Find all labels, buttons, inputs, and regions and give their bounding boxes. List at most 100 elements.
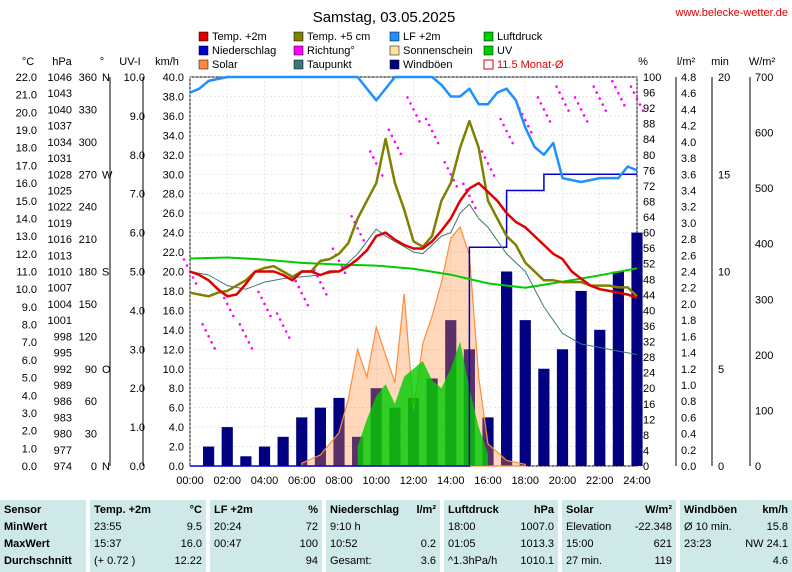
humidity-tick-label: 40 xyxy=(643,305,655,317)
series-line xyxy=(189,119,638,298)
wind-tick-label: 6.0 xyxy=(169,403,184,415)
direction-dot xyxy=(244,335,248,338)
solar-tick-label: 600 xyxy=(755,128,773,140)
direction-dot xyxy=(443,160,447,164)
temp-tick-label: 3.0 xyxy=(22,408,37,420)
pressure-tick-label: 1046 xyxy=(48,72,72,84)
stats-value: NW 24.1 xyxy=(745,538,788,550)
direction-dot xyxy=(222,296,226,300)
minutes-tick-label: 20 xyxy=(718,72,730,84)
direction-dot xyxy=(241,329,245,332)
direction-tick-label: 150 xyxy=(79,299,97,311)
rain-tick-label: 4.4 xyxy=(681,104,696,116)
direction-dot xyxy=(275,312,279,315)
windboeen-bar xyxy=(277,436,289,466)
stats-row: MaxWert xyxy=(4,536,82,553)
humidity-tick-label: 84 xyxy=(643,134,655,146)
direction-dot xyxy=(294,279,298,283)
temp-tick-label: 10.0 xyxy=(16,284,37,296)
rain-tick-label: 0.4 xyxy=(681,429,696,441)
direction-dot xyxy=(284,330,288,333)
axis-unit-label: hPa xyxy=(52,56,72,68)
legend-label: Temp. +5 cm xyxy=(307,31,370,43)
direction-dot xyxy=(604,109,608,112)
temp-tick-label: 2.0 xyxy=(22,426,37,438)
windboeen-bar xyxy=(203,446,215,466)
stats-value: 119 xyxy=(654,555,672,567)
stats-cell: Windböen xyxy=(684,504,738,516)
stats-value: 1010.1 xyxy=(520,555,554,567)
x-tick-label: 08:00 xyxy=(325,475,353,484)
wind-tick-label: 0.0 xyxy=(169,461,184,473)
pressure-tick-label: 1022 xyxy=(48,202,72,214)
direction-dot xyxy=(399,152,403,156)
solar-tick-label: 700 xyxy=(755,72,773,84)
direction-dot xyxy=(331,247,335,250)
legend-swatch xyxy=(198,59,209,70)
legend-swatch xyxy=(483,31,494,42)
direction-dot xyxy=(415,114,418,117)
stats-value: 1007.0 xyxy=(520,521,554,533)
direction-dot xyxy=(508,135,511,139)
direction-dot xyxy=(436,141,440,145)
direction-dot xyxy=(231,314,235,318)
pressure-tick-label: 980 xyxy=(54,429,72,441)
direction-dot xyxy=(409,102,412,105)
stats-value: °C xyxy=(189,504,202,516)
rain-tick-label: 1.4 xyxy=(681,348,696,360)
humidity-tick-label: 28 xyxy=(643,352,655,364)
stats-column: Temp. +2m °C 23:55 9.5 15:37 16.0 (+ 0.72 ) 12.… xyxy=(90,500,206,572)
humidity-tick-label: 32 xyxy=(643,337,655,349)
rain-tick-label: 4.8 xyxy=(681,72,696,84)
direction-dot xyxy=(483,156,487,159)
direction-dot xyxy=(319,281,322,284)
rain-tick-label: 3.6 xyxy=(681,169,696,181)
direction-dot xyxy=(207,335,210,338)
weather-chart: Samstag, 03.05.2025 www.belecke-wetter.d… xyxy=(16,7,789,484)
direction-dot xyxy=(455,184,459,188)
axis-unit-label: min xyxy=(711,56,729,68)
direction-dot xyxy=(598,97,602,100)
direction-dot xyxy=(374,162,378,165)
stats-cell: 00:47 xyxy=(214,538,242,550)
humidity-tick-label: 72 xyxy=(643,181,655,193)
direction-dot xyxy=(412,108,415,111)
rain-tick-label: 1.0 xyxy=(681,380,696,392)
solar-tick-label: 200 xyxy=(755,350,773,362)
direction-dot xyxy=(269,314,272,318)
direction-dot xyxy=(337,259,341,262)
rain-tick-label: 0.0 xyxy=(681,461,696,473)
stats-row: 23:23 NW 24.1 xyxy=(684,536,788,553)
stats-cell: 9:10 h xyxy=(330,521,361,533)
data-series xyxy=(182,75,645,467)
temp-tick-label: 9.0 xyxy=(22,302,37,314)
axis-unit-label: W/m² xyxy=(749,56,776,68)
wind-tick-label: 12.0 xyxy=(163,344,184,356)
stats-row: 27 min. 119 xyxy=(566,553,672,570)
direction-dot xyxy=(558,91,561,94)
humidity-tick-label: 56 xyxy=(643,243,655,255)
website-label[interactable]: www.belecke-wetter.de xyxy=(675,7,789,19)
x-tick-label: 14:00 xyxy=(437,475,465,484)
axis-unit-label: l/m² xyxy=(677,56,696,68)
x-tick-label: 00:00 xyxy=(176,475,204,484)
series-line xyxy=(189,181,638,300)
direction-dot xyxy=(536,96,540,99)
humidity-tick-label: 100 xyxy=(643,72,661,84)
wind-tick-label: 22.0 xyxy=(163,247,184,259)
legend-swatch xyxy=(483,45,494,56)
temp-tick-label: 12.0 xyxy=(16,249,37,261)
windboeen-bar xyxy=(240,456,252,466)
direction-dot xyxy=(322,287,325,290)
direction-dot xyxy=(393,140,397,144)
legend-label: UV xyxy=(497,45,513,57)
stats-row: 4.6 xyxy=(684,553,788,570)
stats-table: Sensor MinWert MaxWert Durchschnitt Temp. +2… xyxy=(0,500,792,572)
rain-tick-label: 4.2 xyxy=(681,121,696,133)
legend-swatch xyxy=(483,59,494,70)
wind-tick-label: 26.0 xyxy=(163,208,184,220)
direction-dot xyxy=(303,297,307,301)
uv-area xyxy=(357,341,488,466)
direction-dot xyxy=(617,91,620,95)
rain-tick-label: 2.8 xyxy=(681,234,696,246)
